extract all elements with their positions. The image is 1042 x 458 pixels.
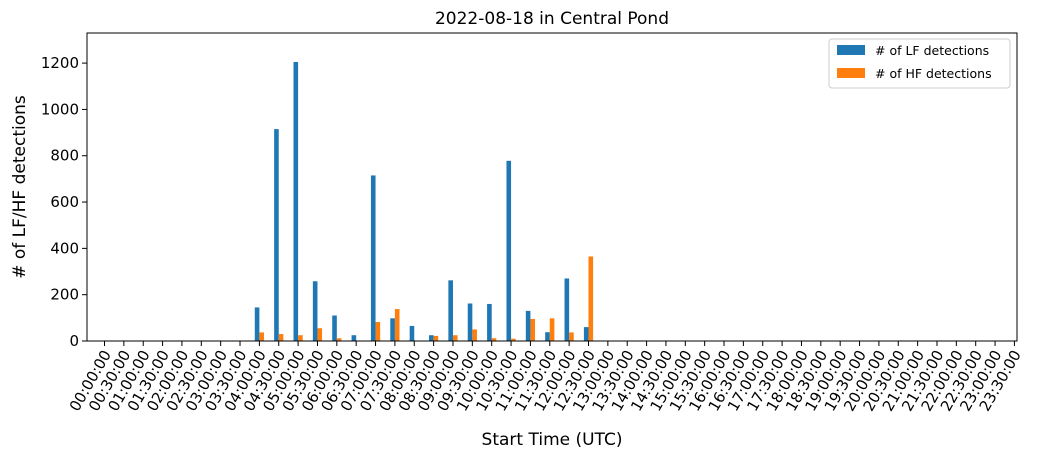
bar-hf <box>588 256 594 341</box>
bar-lf <box>583 327 589 341</box>
bar-hf <box>298 335 303 341</box>
bar-hf <box>336 338 342 341</box>
bar-lf <box>390 318 395 341</box>
legend-box <box>828 38 1011 89</box>
y-tick-label: 600 <box>50 193 79 211</box>
bar-hf <box>472 329 477 341</box>
plot-frame <box>86 32 1018 342</box>
x-axis-ticks: 00:00:0000:30:0001:00:0001:30:0002:00:00… <box>66 341 1025 414</box>
bar-lf <box>525 310 531 341</box>
y-tick-label: 1200 <box>41 54 79 72</box>
bar-hf <box>433 335 439 341</box>
bar-lf <box>312 281 318 341</box>
chart-title: 2022-08-18 in Central Pond <box>435 9 669 29</box>
bar-lf <box>564 278 570 341</box>
bar-hf <box>394 309 400 341</box>
bar-hf <box>549 318 555 341</box>
y-axis-ticks: 0 200 400 600 800 1000 1200 <box>41 54 87 350</box>
y-tick-label: 400 <box>50 239 79 257</box>
bar-lf <box>254 307 260 341</box>
bar-lf <box>351 335 357 341</box>
y-tick-label: 1000 <box>41 100 79 118</box>
bar-lf <box>506 160 512 341</box>
legend-swatch-hf <box>837 68 865 78</box>
bar-hf <box>278 334 284 341</box>
bar-lf <box>545 332 550 341</box>
bar-lf <box>448 280 453 341</box>
bar-hf <box>375 322 381 341</box>
bar-hf <box>530 319 536 341</box>
bar-lf <box>467 303 473 341</box>
bar-lf <box>370 175 376 341</box>
legend-label-lf: # of LF detections <box>875 43 989 58</box>
legend-swatch-lf <box>837 45 865 55</box>
bar-hf <box>491 338 497 341</box>
bar-hf <box>569 332 574 341</box>
bar-lf <box>409 325 415 341</box>
y-tick-label: 200 <box>50 286 79 304</box>
bar-hf <box>452 335 458 341</box>
y-tick-label: 800 <box>50 147 79 165</box>
bar-lf <box>274 129 279 341</box>
legend-label-hf: # of HF detections <box>875 66 992 81</box>
bar-lf <box>429 335 434 341</box>
bar-hf <box>317 328 323 341</box>
legend: # of LF detections # of HF detections <box>828 38 1011 89</box>
y-axis-label: # of LF/HF detections <box>10 95 30 279</box>
bars <box>254 61 594 341</box>
y-tick-label: 0 <box>69 332 79 350</box>
bar-lf <box>332 315 337 341</box>
x-axis-label: Start Time (UTC) <box>482 430 623 450</box>
bar-hf <box>511 338 516 341</box>
bar-lf <box>293 61 299 341</box>
bar-lf <box>487 303 492 341</box>
bar-hf <box>259 332 264 341</box>
